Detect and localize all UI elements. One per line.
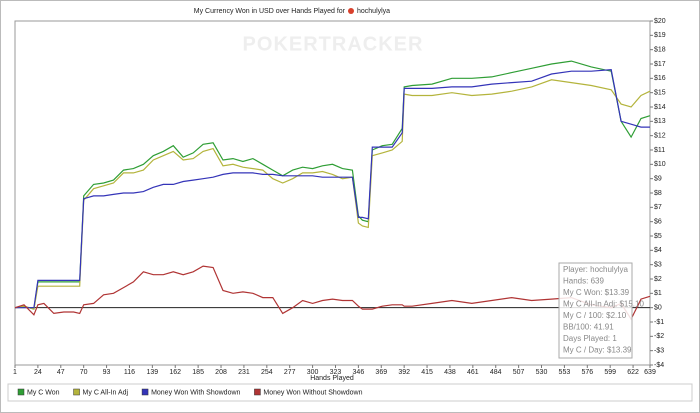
y-tick-label: $10 <box>654 161 666 168</box>
x-tick-label: 415 <box>421 369 433 376</box>
y-tick-label: $2 <box>654 276 662 283</box>
series-line <box>14 79 651 310</box>
y-tick-label: $19 <box>654 32 666 39</box>
y-tick-label: $18 <box>654 47 666 54</box>
y-tick-label: $6 <box>654 219 662 226</box>
x-tick-label: 438 <box>444 369 456 376</box>
legend-label: My C All-In Adj <box>83 389 129 396</box>
x-tick-label: 553 <box>559 369 571 376</box>
legend-label: Money Won With Showdown <box>151 389 240 396</box>
legend-frame <box>7 383 693 402</box>
y-tick-label: $16 <box>654 75 666 82</box>
player-name: hochulylya <box>357 8 390 15</box>
y-tick-label: $7 <box>654 204 662 211</box>
x-tick-label: 24 <box>34 369 42 376</box>
x-tick-label: 622 <box>627 369 639 376</box>
y-tick-label: $1 <box>654 290 662 297</box>
y-tick-label: -$3 <box>654 348 664 355</box>
y-tick-label: -$1 <box>654 319 664 326</box>
tooltip-line: BB/100: 41.91 <box>563 323 614 332</box>
x-tick-label: 231 <box>238 369 250 376</box>
x-tick-label: 139 <box>147 369 159 376</box>
chart-title: My Currency Won in USD over Hands Played… <box>194 8 346 15</box>
tooltip-line: My C All-In Adj: $15.10 <box>563 300 644 309</box>
legend-label: My C Won <box>27 389 60 396</box>
x-tick-label: 576 <box>581 369 593 376</box>
y-tick-label: -$2 <box>654 333 664 340</box>
tooltip-line: Player: hochulylya <box>563 265 628 274</box>
x-tick-label: 1 <box>13 369 17 376</box>
x-tick-label: 639 <box>644 369 656 376</box>
x-tick-label: 484 <box>490 369 502 376</box>
x-tick-label: 599 <box>604 369 616 376</box>
y-tick-label: $17 <box>654 61 666 68</box>
y-tick-label: $8 <box>654 190 662 197</box>
y-tick-label: $5 <box>654 233 662 240</box>
legend-swatch <box>254 388 261 396</box>
watermark: POKERTRACKER <box>243 33 424 55</box>
x-tick-label: 392 <box>398 369 410 376</box>
tooltip-line: Hands: 639 <box>563 277 604 286</box>
tooltip-line: My C / 100: $2.10 <box>563 311 627 320</box>
legend-swatch <box>73 388 80 396</box>
y-tick-label: $12 <box>654 133 666 140</box>
y-tick-label: $20 <box>654 18 666 25</box>
x-tick-label: 461 <box>467 369 479 376</box>
series-line <box>14 60 651 310</box>
legend-label: Money Won Without Showdown <box>263 389 362 396</box>
y-tick-label: $3 <box>654 262 662 269</box>
y-tick-label: $11 <box>654 147 665 154</box>
x-tick-label: 185 <box>192 369 204 376</box>
y-tick-label: $14 <box>654 104 666 111</box>
x-tick-label: 369 <box>375 369 387 376</box>
x-tick-label: 208 <box>215 369 227 376</box>
series-line <box>14 265 651 321</box>
y-tick-label: -$4 <box>654 362 664 369</box>
tooltip-line: Days Played: 1 <box>563 334 617 343</box>
legend-swatch <box>141 388 149 396</box>
x-tick-label: 300 <box>307 369 319 376</box>
y-tick-label: $4 <box>654 247 662 254</box>
x-axis-label: Hands Played <box>310 375 354 382</box>
x-tick-label: 116 <box>124 369 135 376</box>
x-tick-label: 530 <box>536 369 548 376</box>
tooltip-line: My C Won: $13.39 <box>563 288 630 297</box>
y-tick-label: $0 <box>654 305 662 312</box>
x-tick-label: 93 <box>103 369 111 376</box>
y-tick-label: $9 <box>654 176 662 183</box>
x-tick-label: 323 <box>330 369 342 376</box>
y-tick-label: $13 <box>654 118 666 125</box>
y-tick-label: $15 <box>654 90 666 97</box>
player-icon <box>348 8 354 14</box>
tooltip: Player: hochulylya Hands: 639 My C Won: $1… <box>558 262 644 359</box>
x-tick-label: 507 <box>513 369 525 376</box>
x-tick-label: 47 <box>57 369 65 376</box>
tooltip-box <box>558 262 633 359</box>
x-tick-label: 162 <box>169 369 181 376</box>
x-tick-label: 277 <box>284 369 296 376</box>
x-tick-label: 70 <box>80 369 88 376</box>
tooltip-line: My C / Day: $13.39 <box>563 346 632 355</box>
series-line <box>15 69 650 309</box>
legend-swatch <box>17 388 25 396</box>
x-tick-label: 254 <box>261 369 273 376</box>
x-tick-label: 346 <box>353 369 365 376</box>
